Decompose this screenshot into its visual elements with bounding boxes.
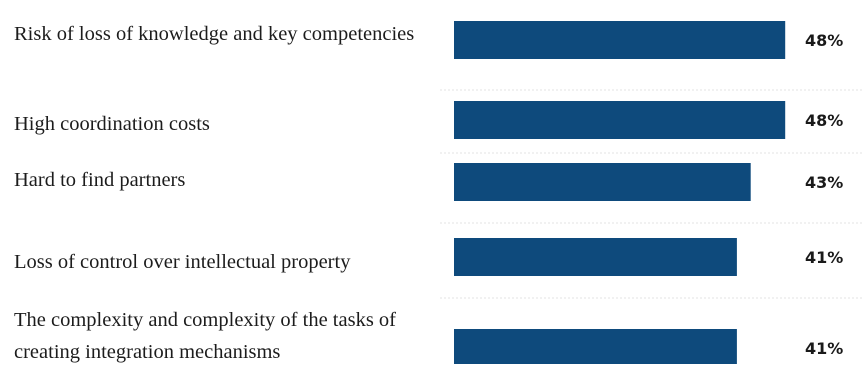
value-label-2: 48% — [805, 111, 843, 130]
value-label-4: 41% — [805, 248, 843, 267]
bar-3 — [454, 163, 751, 201]
category-label-2: High coordination costs — [14, 113, 210, 135]
category-label-3: Hard to find partners — [14, 169, 186, 191]
bar-1 — [454, 21, 786, 59]
bar-2 — [454, 101, 786, 139]
category-label-1: Risk of loss of knowledge and key compet… — [14, 23, 415, 45]
bar-4 — [454, 238, 737, 276]
category-label-4: Loss of control over intellectual proper… — [14, 251, 351, 273]
value-label-3: 43% — [805, 173, 843, 192]
value-label-1: 48% — [805, 31, 843, 50]
value-label-5: 41% — [805, 339, 843, 358]
bar-5 — [454, 329, 737, 364]
category-label-5: The complexity and complexity of the tas… — [14, 309, 397, 363]
